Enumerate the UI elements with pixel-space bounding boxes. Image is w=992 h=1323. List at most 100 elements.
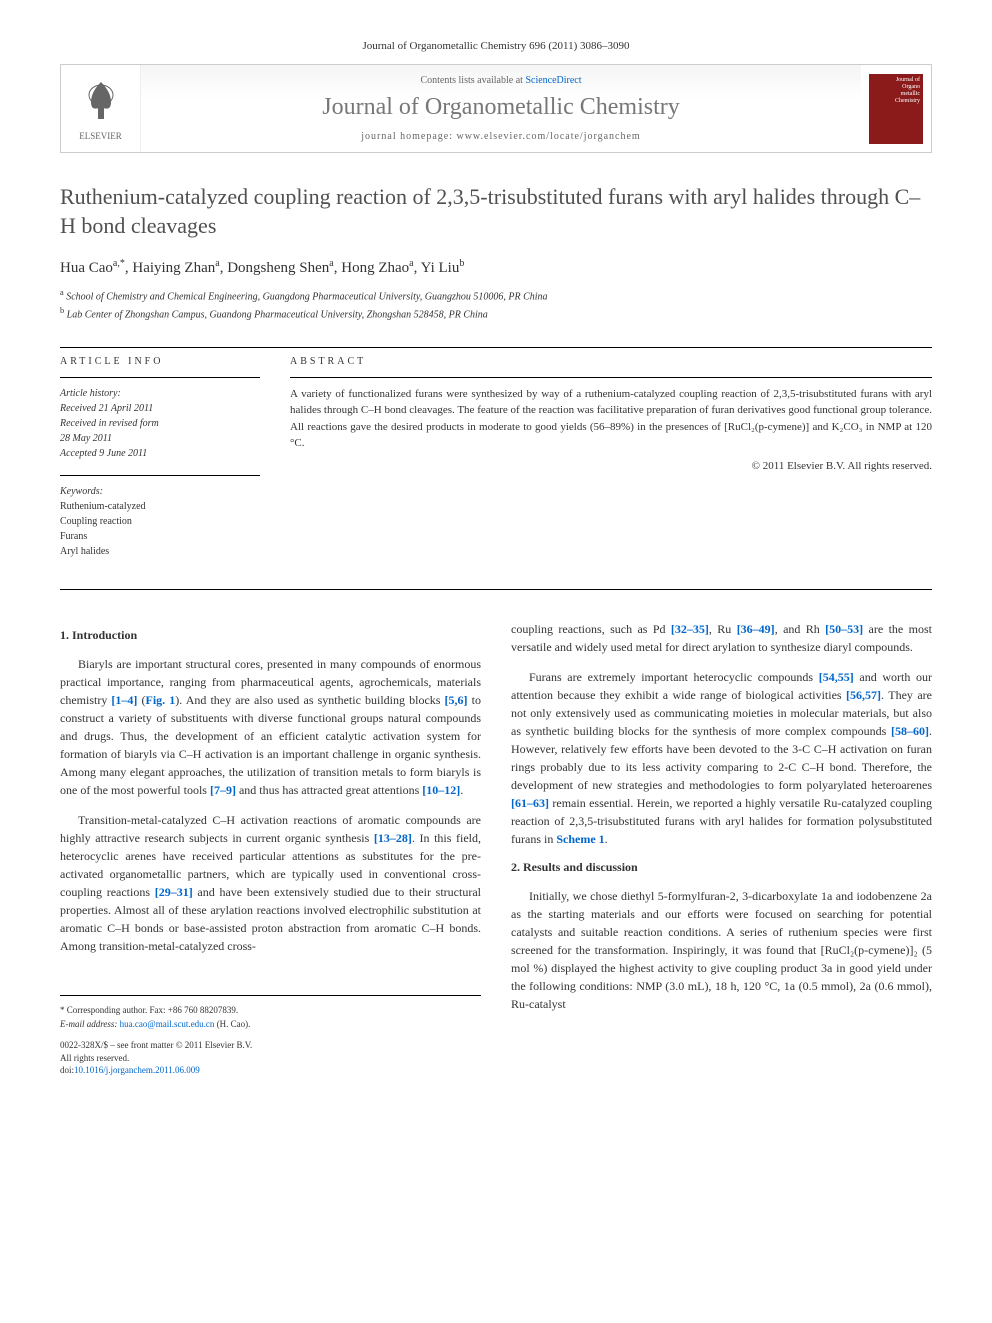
- abstract-label: ABSTRACT: [290, 356, 932, 367]
- header-box: ELSEVIER Contents lists available at Sci…: [60, 64, 932, 153]
- author-2[interactable]: Haiying Zhan: [132, 260, 215, 276]
- ref-link[interactable]: [32–35]: [671, 622, 709, 636]
- results-heading: 2. Results and discussion: [511, 860, 932, 875]
- sciencedirect-link[interactable]: ScienceDirect: [525, 75, 581, 86]
- abstract-col: ABSTRACT A variety of functionalized fur…: [290, 356, 932, 559]
- article-history: Article history: Received 21 April 2011 …: [60, 386, 260, 461]
- intro-para-1: Biaryls are important structural cores, …: [60, 655, 481, 799]
- ref-link[interactable]: [10–12]: [422, 783, 460, 797]
- author-4-sup: a: [409, 258, 413, 269]
- divider: [60, 475, 260, 476]
- ref-link[interactable]: [5,6]: [445, 693, 468, 707]
- right-column: coupling reactions, such as Pd [32–35], …: [511, 620, 932, 1077]
- divider: [60, 347, 932, 348]
- author-1-sup: a,*: [113, 258, 125, 269]
- left-column: 1. Introduction Biaryls are important st…: [60, 620, 481, 1077]
- article-title: Ruthenium-catalyzed coupling reaction of…: [60, 183, 932, 240]
- corresponding-author: * Corresponding author. Fax: +86 760 882…: [60, 1004, 262, 1017]
- elsevier-logo[interactable]: ELSEVIER: [61, 65, 141, 152]
- divider: [60, 589, 932, 590]
- cover-line2: Organo: [872, 84, 920, 91]
- intro-heading: 1. Introduction: [60, 628, 481, 643]
- keywords-label: Keywords:: [60, 484, 260, 499]
- col2-para-2: Furans are extremely important heterocyc…: [511, 668, 932, 848]
- author-3[interactable]: Dongsheng Shen: [227, 260, 329, 276]
- text-span: to construct a variety of substituents w…: [60, 693, 481, 797]
- divider: [290, 377, 932, 378]
- doi-line: doi:10.1016/j.jorganchem.2011.06.009: [60, 1064, 262, 1077]
- elsevier-tree-icon: [76, 77, 126, 127]
- revised-line1: Received in revised form: [60, 416, 260, 431]
- email-line: E-mail address: hua.cao@mail.scut.edu.cn…: [60, 1018, 262, 1031]
- divider: [60, 377, 260, 378]
- text-span: ). And they are also used as synthetic b…: [175, 693, 444, 707]
- ref-link[interactable]: [36–49]: [737, 622, 775, 636]
- ref-link[interactable]: [50–53]: [825, 622, 863, 636]
- header-citation: Journal of Organometallic Chemistry 696 …: [60, 40, 932, 52]
- results-para-1: Initially, we chose diethyl 5-formylfura…: [511, 887, 932, 1013]
- journal-name: Journal of Organometallic Chemistry: [161, 94, 841, 121]
- intro-para-2: Transition-metal-catalyzed C–H activatio…: [60, 811, 481, 955]
- info-abstract-row: ARTICLE INFO Article history: Received 2…: [60, 356, 932, 559]
- authors-list: Hua Caoa,*, Haiying Zhana, Dongsheng She…: [60, 258, 932, 277]
- doi-link[interactable]: 10.1016/j.jorganchem.2011.06.009: [74, 1065, 200, 1075]
- cover-line3: metallic: [872, 91, 920, 98]
- issn-line: 0022-328X/$ – see front matter © 2011 El…: [60, 1039, 262, 1064]
- ref-link[interactable]: [54,55]: [819, 670, 854, 684]
- text-span: Initially, we chose diethyl 5-formylfura…: [511, 887, 932, 1013]
- ref-link[interactable]: [61–63]: [511, 796, 549, 810]
- history-label: Article history:: [60, 386, 260, 401]
- abstract-text: A variety of functionalized furans were …: [290, 386, 932, 452]
- email-label: E-mail address:: [60, 1019, 120, 1029]
- elsevier-label: ELSEVIER: [79, 131, 122, 141]
- author-5-sup: b: [459, 258, 464, 269]
- keyword-3: Furans: [60, 529, 260, 544]
- cover-thumbnail-icon: Journal of Organo metallic Chemistry: [869, 74, 923, 144]
- author-2-sup: a: [215, 258, 219, 269]
- email-suffix: (H. Cao).: [214, 1019, 250, 1029]
- text-span: .: [605, 832, 608, 846]
- email-link[interactable]: hua.cao@mail.scut.edu.cn: [120, 1019, 215, 1029]
- contents-prefix: Contents lists available at: [420, 75, 525, 86]
- contents-line: Contents lists available at ScienceDirec…: [161, 75, 841, 86]
- keyword-2: Coupling reaction: [60, 514, 260, 529]
- author-5[interactable]: Yi Liu: [421, 260, 460, 276]
- text-span: , and Rh: [775, 622, 825, 636]
- ref-link[interactable]: [1–4]: [111, 693, 137, 707]
- copyright-line: © 2011 Elsevier B.V. All rights reserved…: [290, 460, 932, 472]
- homepage-prefix: journal homepage:: [361, 131, 456, 142]
- ref-link[interactable]: [29–31]: [155, 885, 193, 899]
- scheme-link[interactable]: Scheme 1: [556, 832, 604, 846]
- accepted-date: Accepted 9 June 2011: [60, 446, 260, 461]
- affiliations: a School of Chemistry and Chemical Engin…: [60, 287, 932, 322]
- ref-link[interactable]: [13–28]: [374, 831, 412, 845]
- author-3-sup: a: [329, 258, 333, 269]
- affiliation-a: School of Chemistry and Chemical Enginee…: [64, 292, 548, 303]
- col2-para-1: coupling reactions, such as Pd [32–35], …: [511, 620, 932, 656]
- text-span: , Ru: [709, 622, 737, 636]
- received-date: Received 21 April 2011: [60, 401, 260, 416]
- text-span: (: [137, 693, 145, 707]
- article-info-label: ARTICLE INFO: [60, 356, 260, 367]
- body-columns: 1. Introduction Biaryls are important st…: [60, 620, 932, 1077]
- article-info-col: ARTICLE INFO Article history: Received 2…: [60, 356, 260, 559]
- ref-link[interactable]: [58–60]: [891, 724, 929, 738]
- header-center: Contents lists available at ScienceDirec…: [141, 65, 861, 152]
- ref-link[interactable]: [7–9]: [210, 783, 236, 797]
- ref-link[interactable]: [56,57]: [846, 688, 881, 702]
- author-1[interactable]: Hua Cao: [60, 260, 113, 276]
- revised-line2: 28 May 2011: [60, 431, 260, 446]
- author-4[interactable]: Hong Zhao: [341, 260, 409, 276]
- cover-line4: Chemistry: [872, 98, 920, 105]
- journal-cover[interactable]: Journal of Organo metallic Chemistry: [861, 65, 931, 152]
- keyword-4: Aryl halides: [60, 544, 260, 559]
- text-span: and thus has attracted great attentions: [236, 783, 422, 797]
- paper-page: Journal of Organometallic Chemistry 696 …: [0, 0, 992, 1117]
- doi-label: doi:: [60, 1065, 74, 1075]
- text-span: coupling reactions, such as Pd: [511, 622, 671, 636]
- journal-homepage: journal homepage: www.elsevier.com/locat…: [161, 131, 841, 142]
- cover-line1: Journal of: [872, 77, 920, 84]
- fig-link[interactable]: Fig. 1: [146, 693, 176, 707]
- text-span: Furans are extremely important heterocyc…: [529, 670, 819, 684]
- keywords: Keywords: Ruthenium-catalyzed Coupling r…: [60, 484, 260, 559]
